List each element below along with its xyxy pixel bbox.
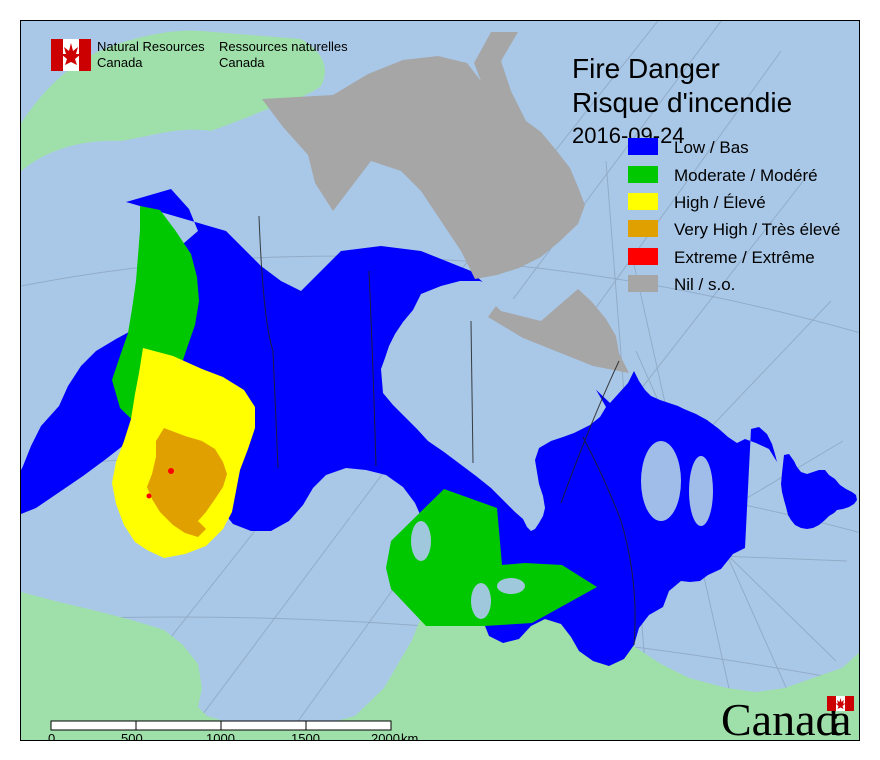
- svg-text:Ressources naturelles: Ressources naturelles: [219, 39, 348, 54]
- svg-text:Nil / s.o.: Nil / s.o.: [674, 275, 735, 294]
- svg-text:Natural Resources: Natural Resources: [97, 39, 205, 54]
- svg-text:km: km: [401, 731, 418, 741]
- svg-text:Canada: Canada: [219, 55, 265, 70]
- svg-text:Extreme / Extrême: Extreme / Extrême: [674, 248, 815, 267]
- svg-text:Low / Bas: Low / Bas: [674, 138, 749, 157]
- svg-text:0: 0: [48, 731, 55, 741]
- svg-text:2000: 2000: [371, 731, 400, 741]
- svg-text:Risque d'incendie: Risque d'incendie: [572, 87, 792, 118]
- svg-text:Fire Danger: Fire Danger: [572, 53, 720, 84]
- svg-text:500: 500: [121, 731, 143, 741]
- svg-text:Canad: Canad: [721, 694, 839, 741]
- svg-text:High / Élevé: High / Élevé: [674, 193, 766, 212]
- svg-text:1500: 1500: [291, 731, 320, 741]
- svg-text:1000: 1000: [206, 731, 235, 741]
- svg-text:Moderate / Modéré: Moderate / Modéré: [674, 166, 818, 185]
- svg-text:Canada: Canada: [97, 55, 143, 70]
- svg-text:Very High / Très élevé: Very High / Très élevé: [674, 220, 840, 239]
